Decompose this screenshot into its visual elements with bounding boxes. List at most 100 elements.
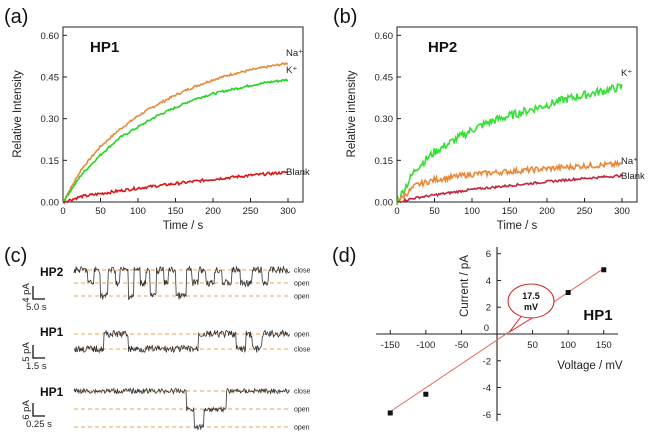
data-point — [565, 290, 571, 296]
x-tick-label: 250 — [243, 206, 259, 217]
current-trace — [73, 265, 290, 301]
panel-b: (b) 0 50 100 150 200 250 300 0.00 0.15 0.30 0.45 0.… — [333, 6, 645, 232]
y-tick-label: 0.15 — [375, 156, 394, 167]
x-tick-label: 100 — [464, 206, 480, 217]
series-line-2 — [62, 170, 289, 205]
scale-current: 6 pA — [21, 400, 32, 420]
level-label: open — [294, 332, 310, 339]
x-tick-label: -50 — [455, 340, 469, 351]
data-point — [387, 410, 393, 416]
x-tick-label: 300 — [280, 206, 296, 217]
panel-d-xlabel: Voltage / mV — [557, 360, 623, 372]
y-tick-label: 6 — [486, 249, 491, 260]
callout-bubble — [507, 283, 555, 319]
scale-time: 0.25 s — [26, 419, 52, 430]
current-trace — [73, 387, 290, 431]
level-label: close — [294, 268, 310, 275]
level-label: open — [294, 281, 310, 288]
panel-b-xlabel: Time / s — [497, 220, 538, 232]
x-tick-label: 100 — [130, 206, 146, 217]
scale-time: 5.0 s — [26, 302, 47, 313]
y-tick-label: 0.15 — [41, 156, 60, 167]
series-label: Blank — [286, 167, 310, 178]
panel-d-plot: 17.5mV — [387, 267, 607, 416]
y-tick-label: -2 — [483, 356, 491, 367]
x-tick-label: 150 — [168, 206, 184, 217]
series-line-2 — [396, 173, 623, 204]
panel-c: (c) close open open HP2 4 pA5.0 s open close HP… — [4, 245, 310, 432]
x-tick-label: 250 — [577, 206, 593, 217]
series-line-1 — [396, 159, 623, 204]
y-tick-label: 0.00 — [375, 198, 394, 209]
level-label: close — [294, 347, 310, 354]
panel-a: (a) 0 50 100 150 200 250 300 0.00 0.15 0.30 0.45 0.… — [4, 6, 310, 232]
trace-title: HP2 — [40, 265, 64, 279]
panel-a-label: (a) — [4, 6, 28, 28]
x-tick-label: 100 — [560, 340, 576, 351]
x-tick-label: -150 — [381, 340, 400, 351]
y-tick-label: 0.45 — [41, 73, 60, 84]
panel-b-series: K⁺ Na⁺ Blank — [396, 68, 645, 206]
level-label: open — [294, 425, 310, 432]
series-line-1 — [62, 78, 289, 203]
series-line-0 — [62, 61, 289, 203]
panel-d-label: (d) — [332, 245, 356, 267]
series-label: K⁺ — [286, 65, 297, 76]
x-tick-label: 0 — [394, 206, 399, 217]
y-tick-label: 0.30 — [375, 114, 394, 125]
trace-title: HP1 — [40, 325, 64, 339]
y-tick-label: 0.60 — [375, 31, 394, 42]
x-tick-label: 200 — [205, 206, 221, 217]
scale-current: 4 pA — [21, 283, 32, 303]
series-label: Blank — [621, 171, 645, 182]
scale-bar — [32, 345, 45, 359]
panel-d-title: HP1 — [583, 307, 612, 324]
y-tick-label: 4 — [486, 276, 491, 287]
x-tick-label: 0 — [60, 206, 65, 217]
panel-c-label: (c) — [4, 245, 27, 267]
series-label: K⁺ — [621, 68, 632, 79]
x-tick-label: 300 — [614, 206, 630, 217]
x-tick-label: 50 — [527, 340, 538, 351]
x-tick-label: -100 — [416, 340, 435, 351]
y-tick-label: 0.60 — [41, 31, 60, 42]
series-line-0 — [396, 83, 623, 206]
panel-b-title: HP2 — [428, 39, 457, 56]
level-label: close — [294, 389, 310, 396]
panel-a-ticks: 0 50 100 150 200 250 300 0.00 0.15 0.30 0.45 0.60 — [41, 31, 296, 217]
panel-d-ylabel: Current / pA — [459, 255, 471, 317]
panel-b-ticks: 0 50 100 150 200 250 300 0.00 0.15 0.30 0.45 0.60 — [375, 31, 630, 217]
panel-a-series: Na⁺ K⁺ Blank — [62, 48, 310, 205]
x-tick-label: 150 — [502, 206, 518, 217]
panel-d: (d) -150 -100 -50 50 100 150 -6 -4 -2 0 2 4 6 17.5mV… — [332, 245, 623, 421]
panel-b-frame — [396, 26, 638, 203]
scale-bar — [32, 286, 45, 300]
series-label: Na⁺ — [286, 48, 303, 59]
panel-d-axes: -150 -100 -50 50 100 150 -6 -4 -2 0 2 4 6 — [376, 247, 618, 421]
x-tick-label: 200 — [539, 206, 555, 217]
panel-b-label: (b) — [333, 6, 357, 28]
scale-bar — [32, 403, 45, 417]
current-trace — [73, 329, 290, 354]
series-label: Na⁺ — [621, 156, 638, 167]
callout-pointer — [509, 313, 538, 333]
y-tick-label: -4 — [483, 383, 491, 394]
panel-a-xlabel: Time / s — [163, 220, 204, 232]
y-tick-label: 0 — [484, 323, 489, 334]
level-label: open — [294, 407, 310, 414]
level-label: open — [294, 294, 310, 301]
y-tick-label: 0.45 — [375, 73, 394, 84]
data-point — [423, 391, 429, 397]
y-tick-label: 0.30 — [41, 114, 60, 125]
panel-b-ylabel: Relative intensity — [346, 70, 358, 157]
panel-c-traces: close open open HP2 4 pA5.0 s open close HP1 5 p… — [21, 265, 310, 432]
data-point — [601, 267, 607, 273]
panel-a-title: HP1 — [90, 39, 119, 56]
y-tick-label: 0.00 — [41, 198, 60, 209]
y-tick-label: 2 — [486, 303, 491, 314]
scale-time: 1.5 s — [26, 361, 47, 372]
scale-current: 5 pA — [21, 342, 32, 362]
callout-value: 17.5 — [522, 291, 540, 301]
panel-a-frame — [62, 26, 304, 203]
